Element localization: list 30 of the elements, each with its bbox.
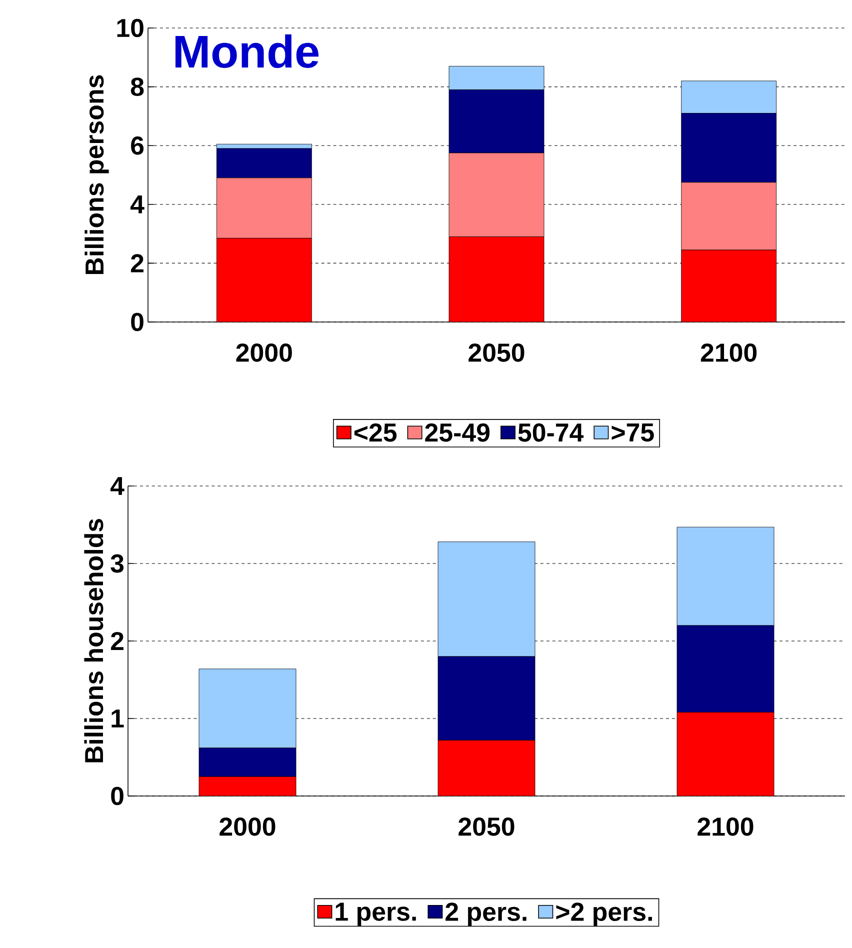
y-tick-label: 0 (131, 312, 144, 332)
legend-label: 50-74 (518, 423, 584, 442)
y-tick-label: 3 (110, 554, 124, 573)
x-tick-label: 2050 (458, 818, 514, 836)
bar (438, 740, 536, 796)
y-tick-label: 1 (112, 710, 124, 728)
x-tick-label: 2000 (220, 818, 276, 836)
y-axis-title: Billions persons (84, 75, 109, 274)
legend-label: >2 pers. (556, 902, 652, 926)
y-tick-label: 4 (130, 195, 144, 214)
y-tick-label: 2 (130, 254, 144, 272)
y-tick-label: 6 (131, 136, 144, 155)
bar (198, 776, 296, 796)
y-tick-label: 2 (110, 632, 124, 650)
y-tick-label: 0 (111, 786, 124, 806)
legend-label: 25-49 (425, 423, 490, 442)
y-axis-title: Billions households (84, 519, 104, 762)
x-tick-label: 2100 (700, 344, 757, 362)
legend-label: <25 (354, 423, 397, 442)
x-tick-label: 2000 (236, 344, 292, 362)
x-tick-label: 2100 (698, 818, 754, 836)
legend-label: 1 pers. (336, 902, 416, 926)
bar (676, 712, 774, 796)
legend-label: >75 (612, 424, 654, 442)
x-tick-label: 2050 (468, 344, 524, 362)
legend-label: 2 pers. (446, 902, 526, 926)
y-tick-label: 4 (110, 477, 124, 495)
y-tick-label: 10 (117, 18, 144, 38)
y-tick-label: 8 (130, 78, 144, 96)
chart-title: Monde (175, 34, 319, 68)
